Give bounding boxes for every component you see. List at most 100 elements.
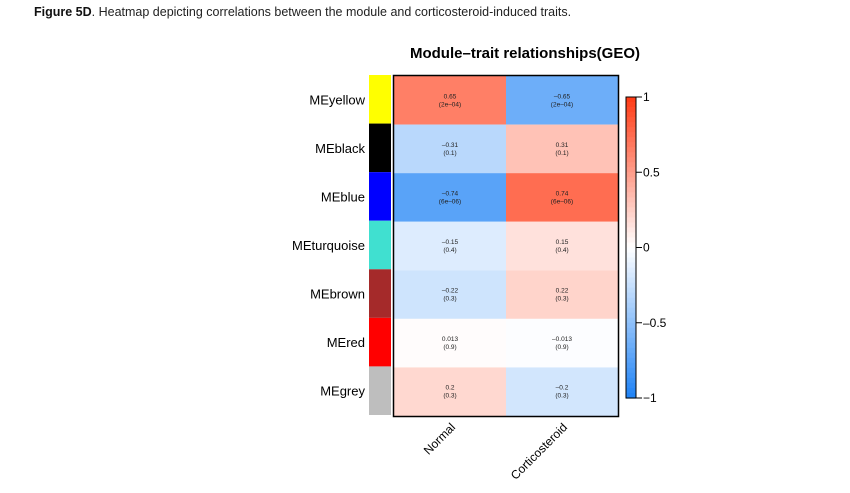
colorbar-segment [626,172,636,178]
colorbar-segment [626,247,636,254]
colorbar-segment [626,207,636,213]
cell-fill [394,221,506,271]
cell-pvalue-label: (0.4) [443,247,456,254]
colorbar-segment [626,322,636,329]
swatch-mebrown [369,269,391,318]
colorbar-tick-label: –0.5 [643,316,667,330]
cell-value-label: 0.013 [442,336,459,343]
colorbar-segment [626,132,636,138]
cell-pvalue-label: (6e–06) [551,198,573,205]
colorbar-segment [626,257,636,264]
cell-fill [506,221,618,271]
colorbar-segment [626,107,636,113]
cell-fill [394,270,506,319]
column-labels: Normal Corticosteroid [421,420,570,482]
colorbar-segment [626,382,636,389]
colorbar-segment [626,267,636,274]
cell-fill [506,318,618,368]
colorbar-segment [626,222,636,229]
colorbar-segment [626,137,636,143]
cell-fill [506,124,618,174]
cell-fill [506,173,618,222]
colorbar-segment [626,377,636,384]
heatmap-cell: 0.65(2e–04) [394,76,506,125]
colorbar-segment [626,182,636,188]
colorbar-segment [626,297,636,304]
colorbar-segment [626,357,636,364]
colorbar-segment [626,212,636,218]
colorbar-segment [626,227,636,234]
colorbar-segment [626,342,636,349]
cell-value-label: –0.74 [442,190,459,197]
colorbar-segment [626,192,636,198]
cell-fill [394,124,506,174]
colorbar-segment [626,347,636,354]
cell-value-label: –0.013 [552,336,572,343]
cell-value-label: –0.31 [442,142,459,149]
cell-pvalue-label: (0.3) [443,296,456,303]
colorbar-segment [626,277,636,284]
cell-pvalue-label: (0.9) [443,344,456,351]
cell-pvalue-label: (2e–04) [551,101,573,108]
colorbar-segment [626,272,636,279]
colorbar-segment [626,197,636,203]
figure-label: Figure 5D [34,5,92,19]
colorbar-segment [626,352,636,359]
swatch-megrey [369,366,391,415]
heatmap-cell: 0.013(0.9) [394,318,506,368]
colorbar-segment [626,232,636,239]
cell-value-label: –0.65 [554,93,571,100]
colorbar-segment [626,282,636,289]
row-label: MEturquoise [292,238,365,253]
column-label: Normal [421,420,458,457]
cell-value-label: 0.31 [556,142,569,149]
cell-value-label: 0.74 [556,190,569,197]
cell-fill [506,76,618,125]
colorbar-segment [626,177,636,183]
heatmap-cell: –0.74(6e–06) [394,173,506,222]
heatmap-cell: –0.2(0.3) [506,367,618,416]
cell-value-label: 0.2 [445,385,454,392]
swatch-meblue [369,172,391,221]
colorbar-segment [626,112,636,118]
colorbar-segment [626,187,636,193]
colorbar-segment [626,147,636,153]
heatmap-cell: 0.31(0.1) [506,124,618,174]
cell-pvalue-label: (0.9) [555,344,568,351]
heatmap-cell: –0.013(0.9) [506,318,618,368]
heatmap-cell: 0.74(6e–06) [506,173,618,222]
cell-fill [394,173,506,222]
colorbar-segment [626,367,636,374]
colorbar-segment [626,262,636,269]
colorbar-segment [626,142,636,148]
colorbar-segment [626,152,636,158]
row-label: MEred [327,335,365,350]
colorbar-legend: 1 0.5 0 –0.5 −1 [625,90,667,405]
swatch-meblack [369,123,391,173]
colorbar-segment [626,157,636,163]
cell-fill [394,318,506,368]
colorbar-segment [626,302,636,309]
colorbar-segment [626,307,636,314]
cell-value-label: 0.22 [556,288,569,295]
cell-value-label: 0.65 [444,93,457,100]
row-label: MEbrown [310,287,365,302]
colorbar-tick-label: 0.5 [643,165,660,179]
row-label: MEblue [321,189,365,204]
cell-pvalue-label: (2e–04) [439,101,461,108]
row-label: MEyellow [309,92,365,107]
colorbar-segment [626,127,636,133]
row-label: MEgrey [320,384,365,399]
heatmap-cell: –0.15(0.4) [394,221,506,271]
colorbar-segment [626,292,636,299]
cell-value-label: 0.15 [556,239,569,246]
column-label: Corticosteroid [508,420,570,482]
colorbar-segment [626,312,636,319]
colorbar-segment [626,102,636,108]
swatch-mered [369,317,391,367]
heatmap-cell: 0.15(0.4) [506,221,618,271]
row-labels: MEyellow MEblack MEblue MEturquoise MEbrown M… [292,92,366,398]
cell-fill [506,367,618,416]
heatmap-cell: –0.65(2e–04) [506,76,618,125]
